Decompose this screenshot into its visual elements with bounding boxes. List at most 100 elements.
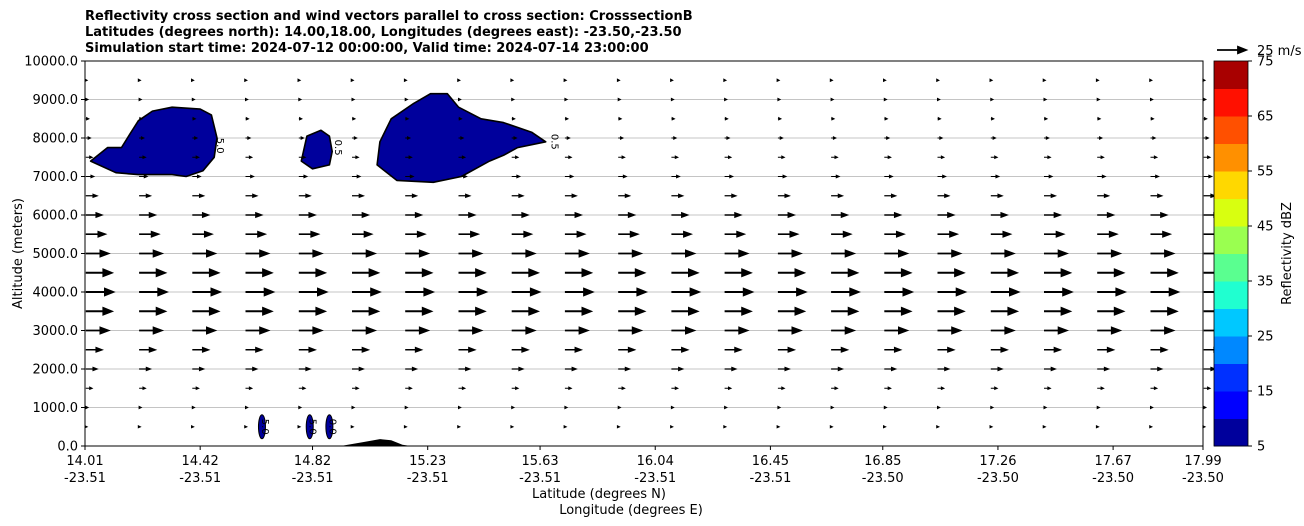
wind-vector-8-19 — [1097, 268, 1126, 278]
x-tick-lon-label-2: -23.51 — [292, 471, 334, 486]
wind-vector-12-17 — [990, 193, 1004, 199]
wind-vector-9-15 — [884, 249, 910, 258]
wind-vector-14-11 — [671, 155, 680, 160]
wind-vector-15-14 — [831, 136, 837, 140]
wind-vector-13-13 — [777, 174, 788, 179]
wind-vector-3-13 — [777, 366, 791, 372]
wind-vector-2-1 — [139, 386, 147, 391]
wind-vector-7-1 — [139, 287, 169, 297]
wind-vector-1-2 — [191, 405, 196, 410]
wind-vector-16-4 — [298, 116, 303, 121]
wind-vector-2-0 — [85, 386, 94, 391]
wind-vector-5-9 — [564, 326, 590, 335]
colorbar-segment-7 — [1214, 226, 1248, 254]
wind-vector-12-15 — [884, 193, 898, 199]
wind-vector-8-11 — [671, 268, 700, 278]
wind-vector-11-13 — [777, 211, 797, 219]
wind-vector-8-8 — [511, 268, 541, 278]
wind-vector-13-14 — [831, 174, 841, 179]
wind-vector-10-8 — [511, 230, 534, 238]
colorbar-tick-label-0: 5 — [1257, 440, 1265, 455]
wind-vector-4-13 — [777, 346, 797, 353]
wind-vector-16-10 — [618, 116, 623, 121]
terrain-profile — [340, 439, 411, 446]
wind-vector-7-15 — [884, 287, 915, 297]
colorbar-segment-0 — [1214, 418, 1248, 447]
wind-vector-0-11 — [670, 424, 674, 429]
wind-vector-11-5 — [352, 211, 371, 219]
wind-vector-1-10 — [617, 405, 622, 410]
wind-vector-10-11 — [671, 230, 694, 238]
colorbar-segment-2 — [1214, 363, 1248, 392]
wind-vector-17-0 — [85, 97, 90, 102]
colorbar-frame — [1213, 60, 1249, 447]
colorbar-segment-4 — [1214, 308, 1248, 337]
wind-vector-5-18 — [1044, 326, 1070, 335]
wind-vector-16-17 — [990, 116, 995, 121]
wind-vector-7-17 — [990, 287, 1021, 297]
wind-vector-15-2 — [192, 136, 199, 140]
wind-vector-7-11 — [671, 287, 702, 297]
wind-vector-12-0 — [85, 193, 99, 199]
wind-vector-17-10 — [617, 97, 622, 102]
wind-vector-1-21 — [1203, 405, 1208, 410]
x-tick-lon-label-7: -23.50 — [862, 471, 904, 486]
wind-vector-0-10 — [616, 424, 621, 429]
wind-vector-4-2 — [192, 346, 211, 353]
wind-vector-11-15 — [884, 211, 903, 219]
wind-vector-5-10 — [618, 326, 644, 335]
wind-vector-13-9 — [564, 174, 575, 179]
wind-vector-5-16 — [937, 326, 963, 335]
colorbar-segment-8 — [1214, 198, 1248, 227]
wind-vector-10-5 — [352, 230, 374, 238]
wind-vector-9-17 — [990, 249, 1016, 258]
wind-vector-12-13 — [777, 193, 791, 199]
x-tick-lat-label-10: 17.99 — [1184, 454, 1221, 469]
wind-vector-0-18 — [1042, 424, 1047, 429]
y-tick-label-10: 10000.0 — [24, 55, 78, 70]
y-axis-label: Altitude (meters) — [11, 198, 26, 309]
x-tick-lat-label-2: 14.82 — [294, 454, 331, 469]
wind-vector-3-9 — [564, 366, 578, 372]
wind-vector-10-15 — [884, 230, 906, 238]
wind-vector-2-2 — [192, 386, 200, 391]
wind-vector-8-6 — [405, 268, 434, 278]
wind-vector-15-18 — [1044, 136, 1050, 140]
wind-vector-15-13 — [777, 136, 784, 140]
wind-vector-16-18 — [1044, 116, 1049, 121]
wind-vector-18-18 — [1042, 78, 1047, 83]
wind-vector-5-0 — [85, 326, 111, 335]
wind-vector-0-17 — [989, 424, 994, 429]
wind-vector-2-15 — [884, 386, 892, 391]
wind-vector-14-5 — [352, 155, 360, 160]
y-tick-label-3: 3000.0 — [33, 324, 79, 339]
wind-vector-5-19 — [1097, 326, 1123, 335]
x-axis-label-longitude: Longitude (degrees E) — [559, 503, 703, 518]
wind-vector-9-4 — [298, 249, 324, 258]
wind-vector-8-4 — [298, 268, 328, 278]
wind-vector-5-15 — [884, 326, 910, 335]
wind-vector-11-1 — [139, 211, 158, 219]
low-reflectivity-cell-1 — [305, 414, 314, 440]
chart-title-line-1: Reflectivity cross section and wind vect… — [85, 9, 693, 24]
x-tick-lat-label-9: 17.67 — [1095, 454, 1132, 469]
wind-vector-8-1 — [139, 268, 168, 278]
y-tick-label-7: 7000.0 — [33, 170, 79, 185]
wind-vector-14-14 — [831, 155, 839, 160]
colorbar-segment-6 — [1214, 253, 1248, 282]
wind-vector-9-12 — [724, 249, 750, 258]
wind-vector-0-16 — [936, 424, 941, 429]
wind-vector-15-8 — [511, 136, 518, 140]
wind-vector-12-1 — [139, 193, 153, 199]
colorbar-tick-label-5: 55 — [1257, 165, 1274, 180]
wind-vector-4-14 — [831, 346, 850, 353]
wind-vector-7-2 — [192, 287, 223, 297]
wind-vector-5-13 — [777, 326, 803, 335]
wind-vector-7-13 — [777, 287, 808, 297]
wind-vector-12-7 — [458, 193, 472, 199]
wind-vector-1-0 — [85, 405, 90, 410]
wind-vector-2-11 — [671, 386, 680, 391]
wind-vector-8-9 — [564, 268, 594, 278]
y-tick-label-6: 6000.0 — [33, 209, 79, 224]
wind-vector-8-3 — [245, 268, 274, 278]
